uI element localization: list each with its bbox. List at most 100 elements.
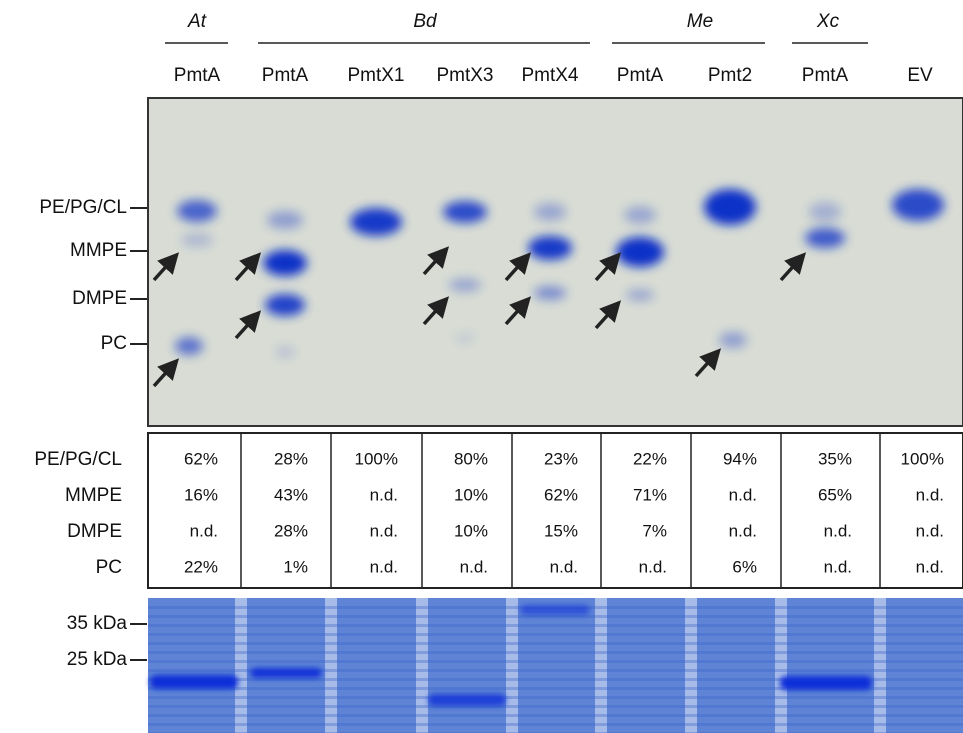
tlc-band (805, 228, 845, 248)
table-cell: 15% (544, 521, 578, 540)
figure: At Bd Me Xc PmtA PmtA PmtX1 PmtX3 PmtX4 PmtA Pmt2 P… (0, 0, 963, 733)
tlc-band (443, 201, 487, 223)
table-cell: 43% (274, 485, 308, 504)
table-cell: 28% (274, 521, 308, 540)
table-cell: 10% (454, 485, 488, 504)
table-cell: 22% (633, 449, 667, 468)
lane-label: PmtA (174, 65, 221, 86)
gel-stripe (148, 723, 963, 726)
lane-gap (235, 598, 247, 733)
gel-stripe (148, 615, 963, 618)
lane-label: PmtA (802, 65, 849, 86)
group-label: Bd (413, 11, 438, 32)
table-cell: n.d. (370, 557, 398, 576)
gel-stripe (148, 624, 963, 627)
table-cell: 23% (544, 449, 578, 468)
lane-gap (506, 598, 518, 733)
table-cell: 100% (901, 449, 944, 468)
table-cell: n.d. (370, 521, 398, 540)
table-cell: 80% (454, 449, 488, 468)
gel-stripe (148, 705, 963, 708)
tlc-band (181, 233, 213, 247)
table-cell: n.d. (729, 521, 757, 540)
tlc-band (275, 346, 295, 358)
tlc-band (267, 211, 303, 229)
lane-label: PmtA (617, 65, 664, 86)
gel-stripe (148, 642, 963, 645)
table-cell: n.d. (916, 521, 944, 540)
lane-label: PmtX4 (521, 65, 578, 86)
tlc-band (616, 237, 664, 267)
tlc-band (265, 294, 305, 316)
group-label: Xc (816, 11, 840, 32)
table-cell: n.d. (460, 557, 488, 576)
tlc-band (455, 333, 475, 343)
row-label: DMPE (67, 521, 122, 542)
tlc-band (534, 203, 566, 221)
lane-gap (595, 598, 607, 733)
tlc-band (719, 332, 747, 348)
tlc-marker-label: MMPE (70, 240, 127, 261)
tlc-band (534, 286, 566, 300)
gel-stripe (148, 714, 963, 717)
lane-label: Pmt2 (708, 65, 752, 86)
table-cell: n.d. (370, 485, 398, 504)
gel-marker-label: 25 kDa (67, 649, 128, 670)
table-cell: n.d. (639, 557, 667, 576)
lane-gap (685, 598, 697, 733)
tlc-band (892, 189, 944, 221)
lane-gap (874, 598, 886, 733)
lane-label: EV (907, 65, 933, 86)
tlc-band (626, 289, 654, 301)
lane-label: PmtX1 (347, 65, 404, 86)
gel (148, 598, 963, 733)
tlc-band (175, 337, 203, 355)
tlc-band (704, 189, 756, 225)
table-cell: 22% (184, 557, 218, 576)
lane-label: PmtA (262, 65, 309, 86)
row-label: MMPE (65, 485, 122, 506)
tlc-marker-label: DMPE (72, 288, 127, 309)
table-cell: n.d. (916, 485, 944, 504)
table-cell: 71% (633, 485, 667, 504)
gel-band (780, 676, 872, 690)
lane-gap (325, 598, 337, 733)
table-cell: 1% (283, 557, 308, 576)
table-cell: 62% (544, 485, 578, 504)
table-cell: 16% (184, 485, 218, 504)
table-cell: n.d. (824, 521, 852, 540)
row-label: PC (96, 557, 122, 578)
tlc-band (528, 236, 572, 260)
table-cell: n.d. (550, 557, 578, 576)
table-cell: n.d. (916, 557, 944, 576)
tlc-band (449, 278, 481, 292)
table-cell: 94% (723, 449, 757, 468)
table-cell: n.d. (824, 557, 852, 576)
gel-band (250, 668, 322, 678)
group-label: Me (687, 11, 713, 32)
table-cell: 7% (642, 521, 667, 540)
gel-stripe (148, 696, 963, 699)
gel-stripe (148, 633, 963, 636)
tlc-band (809, 202, 841, 222)
tlc-marker-label: PC (101, 333, 127, 354)
lane-label: PmtX3 (436, 65, 493, 86)
gel-stripe (148, 651, 963, 654)
tlc-band (624, 206, 656, 224)
group-label: At (187, 11, 207, 32)
tlc-band (263, 250, 307, 276)
table-cell: n.d. (190, 521, 218, 540)
table-cell: 100% (355, 449, 398, 468)
gel-marker-label: 35 kDa (67, 613, 128, 634)
gel-stripe (148, 660, 963, 663)
row-label: PE/PG/CL (34, 449, 122, 470)
table-cell: 62% (184, 449, 218, 468)
table-cell: 35% (818, 449, 852, 468)
table-cell: 6% (732, 557, 757, 576)
tlc-band (177, 200, 217, 222)
lane-gap (775, 598, 787, 733)
gel-band (150, 675, 238, 689)
table-cell: 65% (818, 485, 852, 504)
tlc-marker-label: PE/PG/CL (39, 197, 127, 218)
gel-band (428, 694, 506, 706)
